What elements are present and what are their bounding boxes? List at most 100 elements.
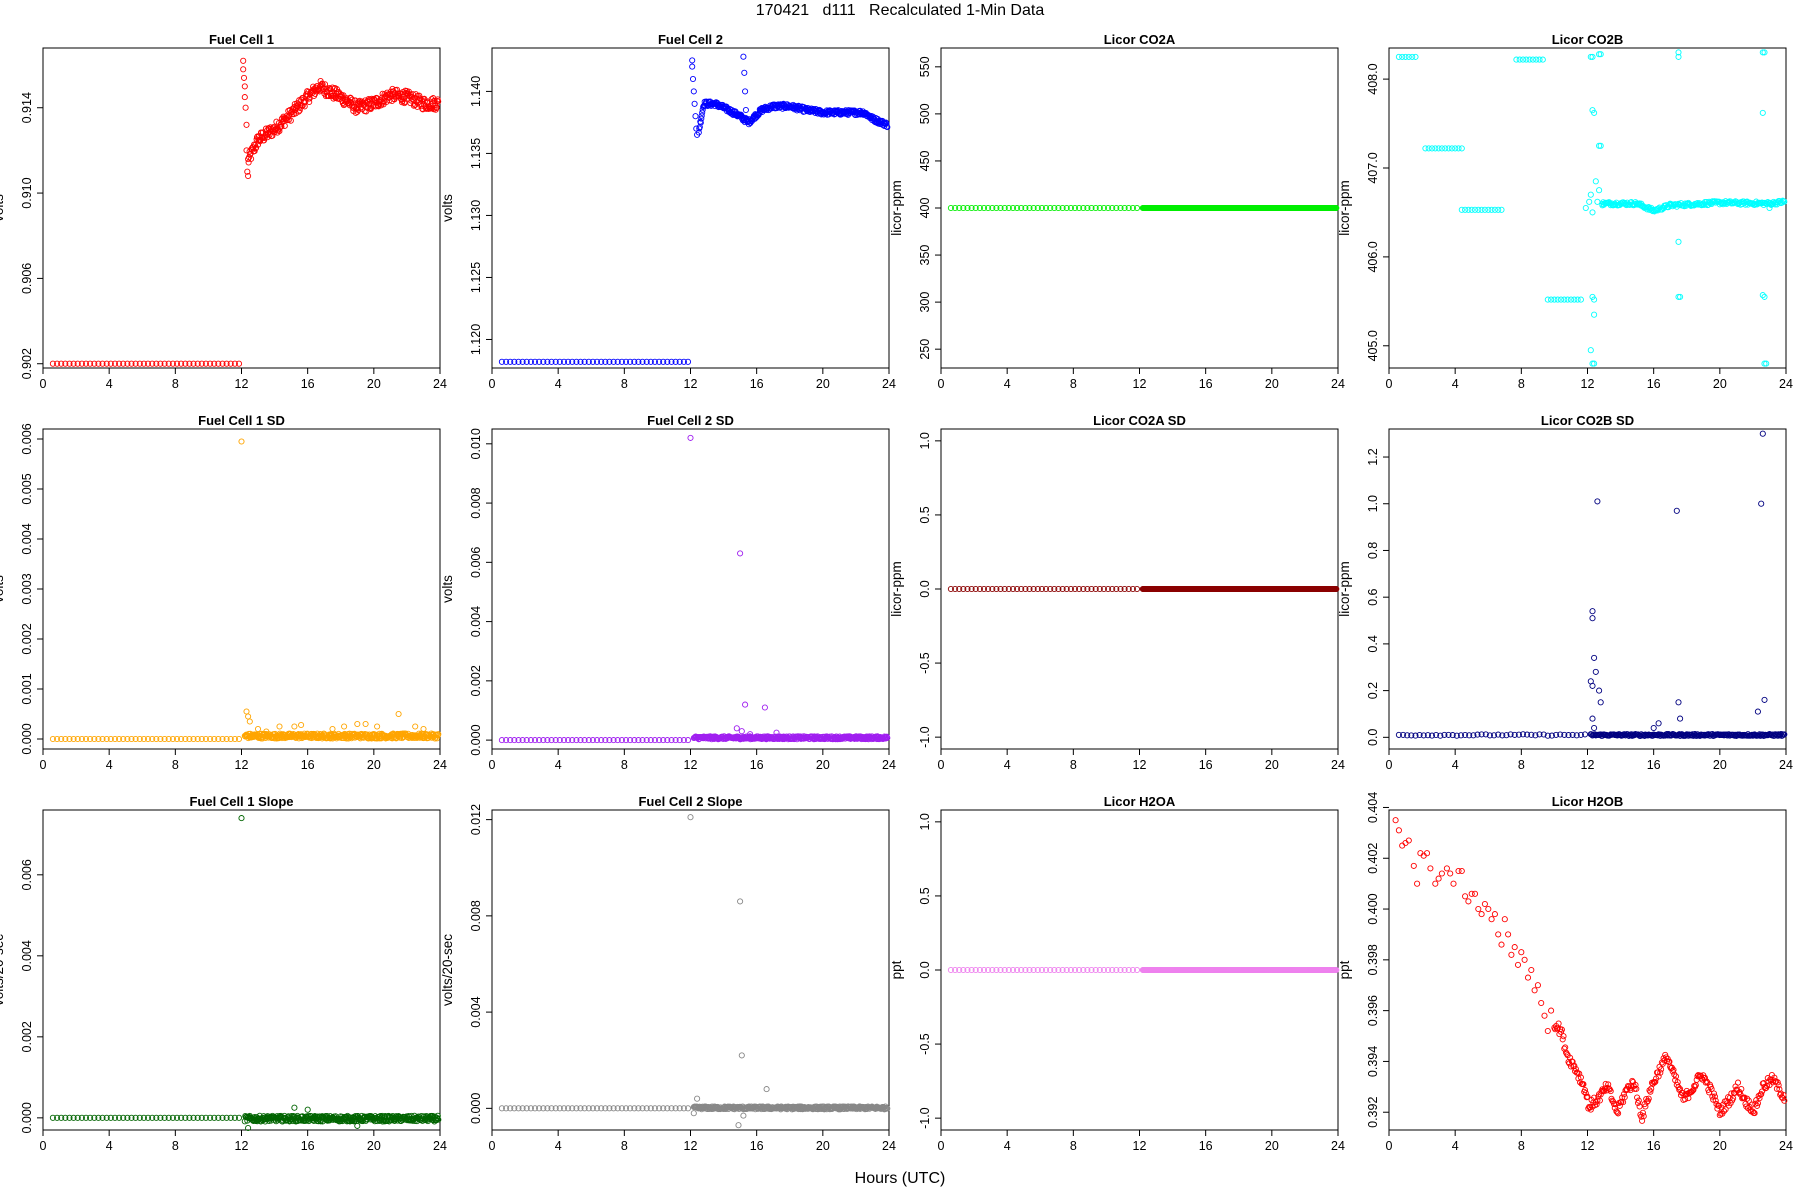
data-point: [1599, 202, 1606, 209]
data-point: [242, 104, 249, 111]
data-point: [433, 104, 440, 111]
data-point: [1557, 296, 1565, 303]
data-point: [684, 358, 692, 365]
y-tick-label: 0.010: [469, 428, 483, 459]
data-point: [761, 704, 768, 711]
data-point: [1475, 206, 1482, 213]
data-point: [132, 360, 139, 367]
data-point: [186, 1114, 193, 1121]
data-point: [241, 83, 248, 90]
data-point: [1751, 201, 1758, 208]
data-point: [1409, 53, 1416, 60]
data-point: [1022, 204, 1029, 212]
data-point: [972, 585, 979, 593]
data-point: [1495, 206, 1502, 213]
data-point: [523, 358, 530, 365]
y-tick-label: 0.000: [20, 723, 34, 754]
data-point: [565, 737, 572, 744]
data-point: [997, 585, 1004, 593]
data-point: [1113, 585, 1120, 593]
data-point: [1455, 145, 1462, 152]
data-point: [1491, 206, 1498, 213]
data-point: [1589, 715, 1596, 722]
data-point: [1561, 296, 1568, 303]
data-point: [1100, 585, 1107, 593]
data-point: [1565, 732, 1572, 739]
y-tick-label: 1.0: [1366, 495, 1380, 512]
data-point: [202, 735, 209, 743]
data-point: [157, 360, 164, 367]
data-point: [165, 735, 172, 743]
data-point: [198, 360, 205, 367]
data-point: [694, 131, 701, 138]
data-point: [1009, 966, 1017, 974]
data-point: [62, 735, 69, 743]
data-point: [956, 204, 963, 212]
data-point: [1758, 500, 1765, 507]
x-tick-label: 4: [106, 377, 113, 391]
data-point: [610, 737, 617, 744]
y-tick-label: 1.125: [469, 262, 483, 293]
x-tick-label: 0: [1386, 1139, 1393, 1153]
data-point: [1655, 720, 1662, 727]
data-point: [389, 85, 396, 92]
data-point: [1042, 585, 1050, 593]
x-tick-label: 24: [1331, 377, 1345, 391]
data-point: [1133, 585, 1141, 593]
data-point: [434, 1112, 441, 1119]
data-point: [676, 1105, 683, 1112]
x-tick-label: 0: [40, 758, 47, 772]
data-point: [1761, 360, 1768, 367]
data-point: [531, 737, 539, 744]
data-point: [202, 360, 209, 367]
data-point: [1395, 827, 1402, 834]
y-tick-label: 0.006: [20, 859, 34, 890]
data-point: [1761, 49, 1768, 56]
data-point: [169, 360, 176, 367]
data-point: [1026, 204, 1033, 212]
y-tick-label: 0.008: [469, 900, 483, 931]
data-point: [552, 1105, 559, 1112]
data-point: [1096, 204, 1103, 212]
data-point: [1462, 731, 1469, 739]
data-point: [384, 89, 391, 96]
data-point: [287, 117, 294, 124]
data-point: [1018, 966, 1025, 974]
data-point: [1400, 731, 1407, 738]
data-point: [1059, 204, 1066, 212]
x-tick-label: 12: [684, 377, 698, 391]
data-point: [1505, 931, 1512, 938]
data-point: [585, 1105, 592, 1112]
x-tick-label: 0: [489, 1139, 496, 1153]
data-point: [1675, 53, 1682, 60]
data-point: [585, 358, 592, 365]
data-point: [1009, 204, 1017, 212]
data-point: [1399, 53, 1406, 60]
data-point: [1539, 56, 1546, 63]
data-point: [1055, 585, 1062, 593]
data-point: [511, 737, 518, 744]
data-point: [1055, 204, 1062, 212]
data-point: [985, 585, 992, 593]
data-point: [1551, 296, 1558, 303]
data-point: [178, 735, 185, 743]
data-point: [689, 57, 696, 64]
data-point: [656, 358, 663, 365]
y-tick-label: 407.0: [1366, 152, 1380, 183]
data-point: [1478, 731, 1485, 738]
data-point: [1466, 732, 1473, 739]
data-point: [737, 550, 744, 557]
data-point: [964, 204, 971, 212]
data-point: [498, 1105, 505, 1112]
data-point: [235, 1114, 243, 1121]
data-point: [1109, 966, 1116, 974]
data-point: [1133, 966, 1141, 974]
data-point: [1569, 731, 1576, 738]
data-point: [577, 358, 584, 365]
data-point: [1051, 585, 1058, 593]
data-point: [1523, 56, 1530, 63]
data-point: [182, 360, 189, 367]
data-point: [639, 737, 646, 744]
data-point: [74, 735, 81, 743]
data-point: [182, 735, 189, 743]
